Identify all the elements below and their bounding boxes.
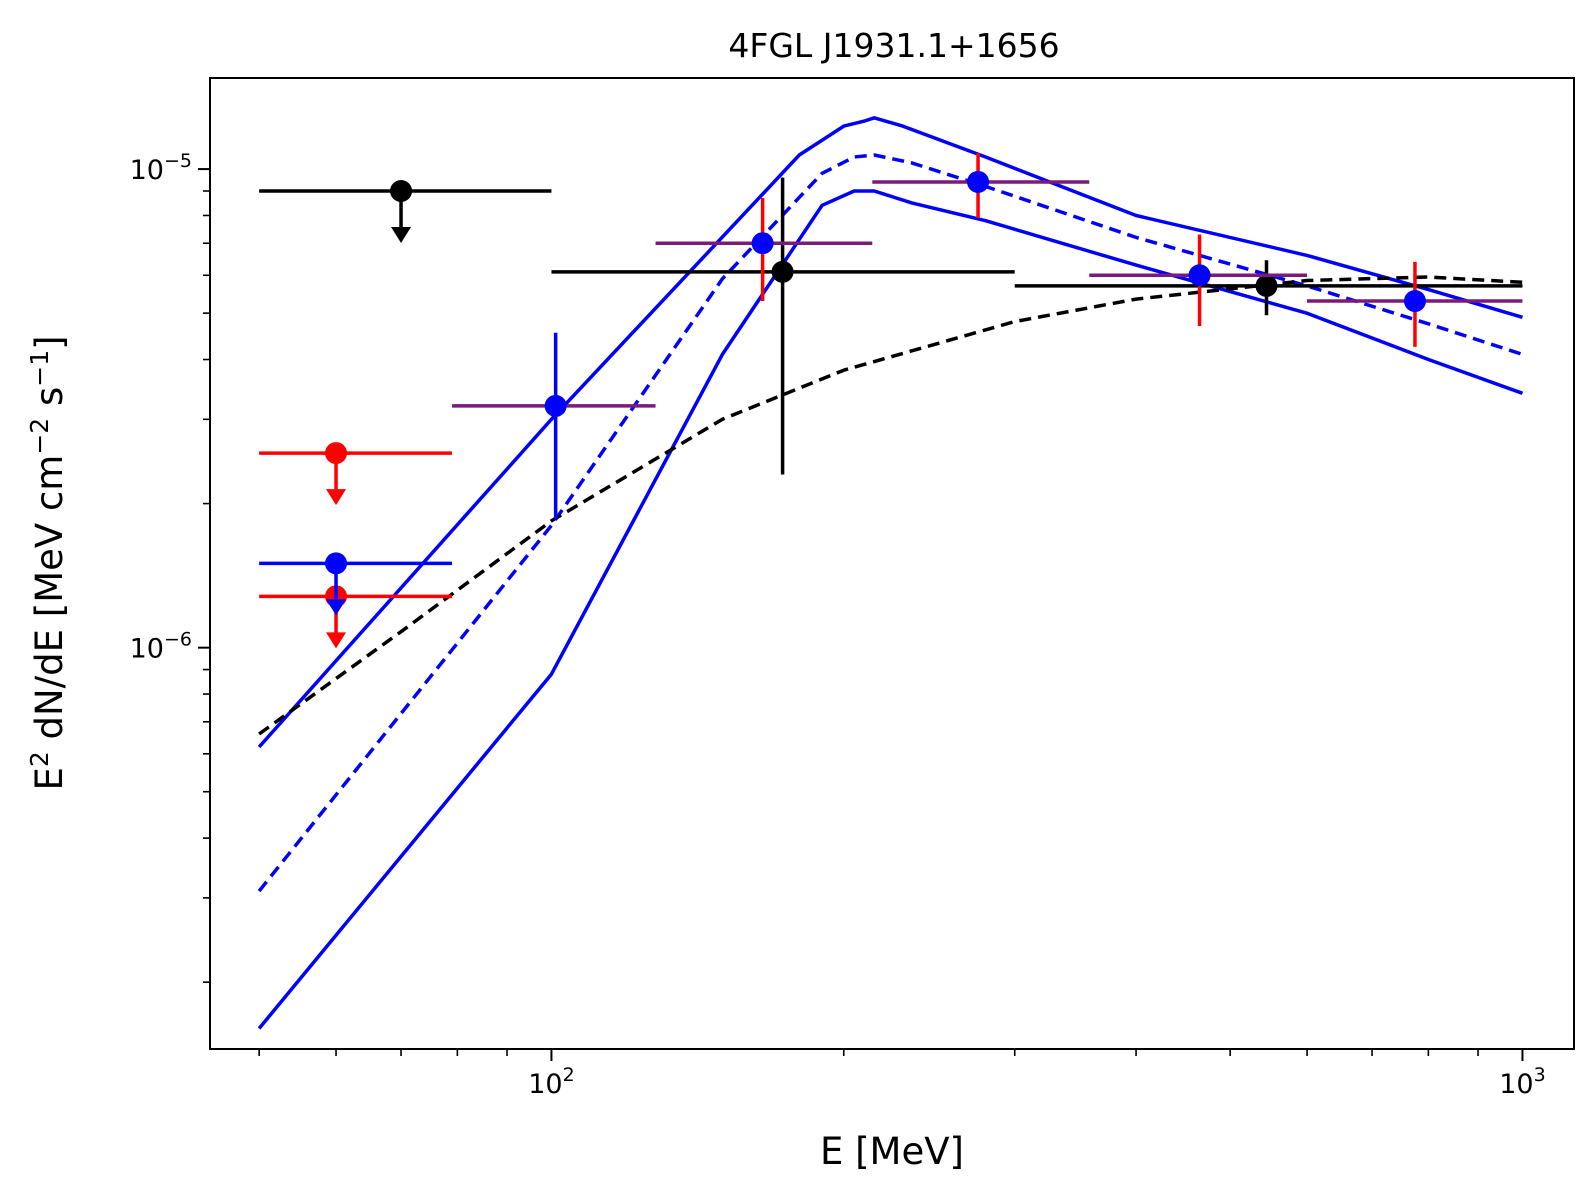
data-point-7 xyxy=(655,198,873,302)
model-curve-blue-solid-2 xyxy=(257,189,1524,1030)
x-tick-label-exponent: 3 xyxy=(1534,1064,1546,1086)
chart-title: 4FGL J1931.1+1656 xyxy=(728,26,1059,65)
upper-limit-arrow-head xyxy=(326,489,347,506)
upper-limit-arrow-head xyxy=(326,599,347,616)
data-point-9 xyxy=(1089,234,1308,327)
x-axis-label: E [MeV] xyxy=(820,1130,964,1173)
data-marker xyxy=(771,260,794,283)
y-tick-label-base: 10 xyxy=(130,634,164,665)
data-point-2 xyxy=(1014,260,1523,316)
data-point-5 xyxy=(259,552,453,616)
x-tick-label-base: 10 xyxy=(1499,1069,1533,1100)
y-tick-label-exponent: −6 xyxy=(164,629,192,651)
y-tick-label-1: 10−5 xyxy=(130,150,192,186)
model-curve-blue-dashed-1 xyxy=(257,153,1524,893)
data-marker xyxy=(325,552,348,575)
x-tick-label-0: 102 xyxy=(528,1064,574,1100)
y-tick-label-exponent: −5 xyxy=(164,150,192,172)
data-marker xyxy=(390,179,413,202)
data-point-3 xyxy=(259,442,453,506)
data-point-8 xyxy=(872,153,1090,219)
x-tick-label-exponent: 2 xyxy=(563,1064,575,1086)
model-curve-black-dashed-3 xyxy=(258,275,1523,736)
x-tick-label-1: 103 xyxy=(1499,1064,1545,1100)
data-marker xyxy=(1403,290,1426,313)
data-marker xyxy=(751,232,774,255)
data-point-10 xyxy=(1307,261,1523,347)
data-marker xyxy=(325,442,348,465)
plot-frame xyxy=(209,77,1575,1050)
data-marker xyxy=(1255,274,1278,297)
data-point-0 xyxy=(259,179,552,243)
plot-area xyxy=(257,116,1524,1030)
data-marker xyxy=(1188,264,1211,287)
data-point-1 xyxy=(551,177,1015,475)
y-axis-label: E2 dN/dE [MeV cm−2 s−1] xyxy=(25,335,71,790)
x-tick-label-base: 10 xyxy=(528,1069,562,1100)
upper-limit-arrow-head xyxy=(391,226,412,243)
data-marker xyxy=(967,170,990,193)
data-marker xyxy=(544,394,567,417)
upper-limit-arrow-head xyxy=(326,632,347,649)
y-tick-label-base: 10 xyxy=(130,155,164,186)
model-curve-blue-solid-0 xyxy=(257,116,1523,749)
y-tick-label-0: 10−6 xyxy=(130,629,192,665)
data-point-6 xyxy=(452,332,656,520)
